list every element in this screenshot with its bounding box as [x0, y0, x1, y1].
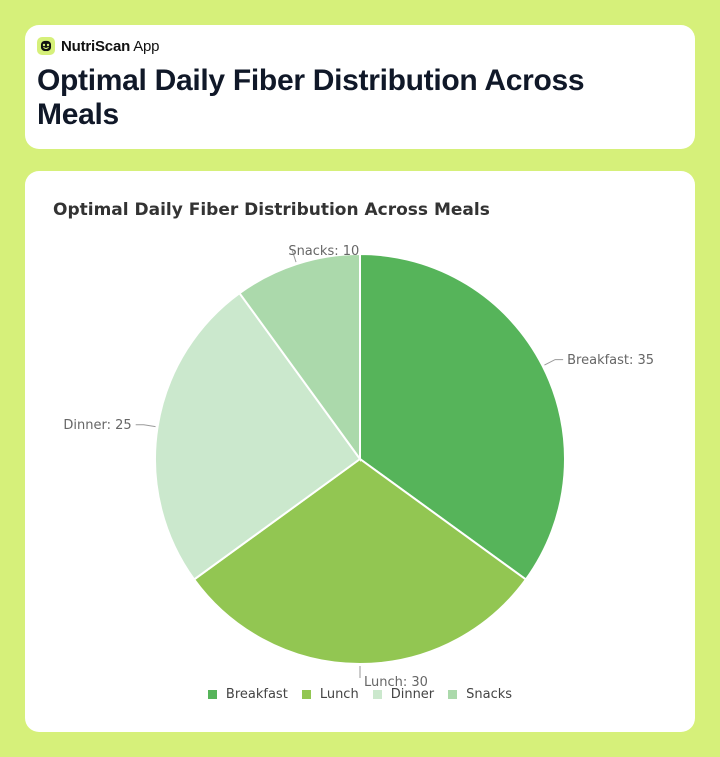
blob-face-icon: [37, 37, 55, 55]
brand-name: NutriScan App: [61, 38, 159, 55]
legend-item-lunch[interactable]: Lunch: [301, 687, 359, 702]
legend-item-snacks[interactable]: Snacks: [448, 687, 512, 702]
pie-slice-dinner[interactable]: [154, 291, 362, 581]
legend-item-breakfast[interactable]: Breakfast: [207, 687, 288, 702]
header-card: NutriScan App Optimal Daily Fiber Distri…: [25, 25, 695, 149]
legend-swatch-dinner: [372, 690, 382, 699]
leader-line-snacks: [291, 250, 297, 263]
legend-label-dinner: Dinner: [390, 687, 435, 702]
legend-swatch-breakfast: [207, 690, 217, 699]
chart-card: Optimal Daily Fiber Distribution Across …: [25, 171, 695, 732]
slice-label-snacks: Snacks: 10: [288, 244, 359, 259]
leader-line-breakfast: [544, 359, 564, 366]
legend: Breakfast Lunch Dinner Snacks: [25, 687, 695, 702]
pie-slice-lunch[interactable]: [192, 457, 528, 665]
legend-swatch-lunch: [301, 690, 311, 699]
chart-title: Optimal Daily Fiber Distribution Across …: [53, 200, 490, 220]
brand: NutriScan App: [37, 37, 683, 55]
slice-label-dinner: Dinner: 25: [63, 418, 131, 433]
legend-item-dinner[interactable]: Dinner: [372, 687, 435, 702]
slice-label-lunch: Lunch: 30: [364, 675, 428, 690]
pie-slice-breakfast[interactable]: [359, 252, 566, 581]
legend-label-lunch: Lunch: [319, 687, 359, 702]
pie-slice-snacks[interactable]: [238, 252, 361, 463]
page-title: Optimal Daily Fiber Distribution Across …: [37, 64, 585, 131]
legend-label-snacks: Snacks: [466, 687, 513, 702]
legend-swatch-snacks: [448, 690, 458, 699]
legend-label-breakfast: Breakfast: [225, 687, 288, 702]
pie-chart: Breakfast: 35 Lunch: 30 Dinner: 25 Snacks: …: [63, 244, 654, 690]
slice-label-breakfast: Breakfast: 35: [567, 353, 654, 368]
brand-name-rest: App: [130, 37, 160, 55]
leader-line-dinner: [135, 424, 156, 428]
brand-name-bold: NutriScan: [61, 37, 131, 55]
